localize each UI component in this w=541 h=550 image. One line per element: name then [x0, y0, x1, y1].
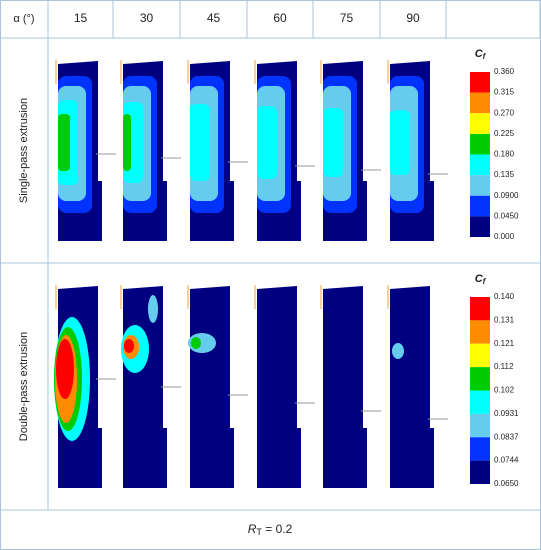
legend-swatch [470, 460, 490, 484]
legend-swatch [470, 113, 490, 134]
contour [257, 106, 277, 179]
legend-label: 0.000 [494, 232, 515, 241]
specimen [323, 286, 367, 488]
legend-label: 0.102 [494, 386, 515, 395]
legend-swatch [470, 92, 490, 114]
legend-swatch [470, 175, 490, 196]
legend-symbol: C [475, 273, 484, 285]
footer: RT = 0.2 [248, 522, 293, 537]
footer-subscript: T [256, 527, 262, 537]
legend-label: 0.140 [494, 292, 515, 301]
contour [123, 114, 131, 171]
legend-swatch [470, 413, 490, 438]
legend-swatch [470, 133, 490, 155]
legend-label: 0.270 [494, 108, 515, 117]
legend-label: 0.135 [494, 170, 515, 179]
legend-label: 0.0837 [494, 432, 519, 441]
legend-swatch [470, 367, 490, 391]
legend-symbol: C [475, 48, 484, 60]
legend-swatch [470, 320, 490, 344]
legend-swatch [470, 154, 490, 176]
legend-title: Cf [475, 48, 487, 61]
legend-label: 0.0744 [494, 456, 519, 465]
specimen [190, 286, 234, 488]
contour [323, 108, 343, 177]
legend-label: 0.180 [494, 150, 515, 159]
footer-text: = 0.2 [262, 522, 293, 536]
column-label: 90 [406, 11, 420, 25]
legend-label: 0.112 [494, 362, 514, 371]
column-label: 30 [140, 11, 154, 25]
legend-label: 0.0931 [494, 409, 519, 418]
legend-label: 0.225 [494, 129, 515, 138]
legend-swatch [470, 437, 490, 461]
row-label: Double-pass extrusion [18, 332, 30, 441]
specimen [257, 286, 301, 488]
contour [124, 339, 134, 353]
legend-label: 0.121 [494, 339, 515, 348]
contour [392, 343, 404, 359]
contour [190, 104, 210, 181]
specimen [390, 286, 434, 488]
legend-swatch [470, 216, 490, 237]
legend-swatch [470, 390, 490, 414]
legend-label: 0.131 [494, 315, 515, 324]
legend-subscript: f [483, 52, 487, 61]
contour [390, 110, 410, 175]
specimen [123, 286, 167, 488]
column-label: 75 [340, 11, 354, 25]
legend-subscript: f [483, 277, 487, 286]
legend-title: Cf [475, 273, 487, 286]
legend-label: 0.315 [494, 88, 515, 97]
column-label: 60 [273, 11, 287, 25]
column-label: 45 [207, 11, 221, 25]
contour [191, 337, 201, 349]
column-label: 15 [74, 11, 88, 25]
contour [148, 295, 158, 323]
angle-label: α (°) [13, 13, 34, 25]
legend-label: 0.0900 [494, 191, 519, 200]
contour [56, 339, 74, 399]
legend-label: 0.360 [494, 67, 515, 76]
legend-swatch [470, 343, 490, 368]
legend-swatch [470, 72, 490, 93]
footer-symbol: R [248, 522, 257, 536]
legend-label: 0.0450 [494, 211, 519, 220]
row-label: Single-pass extrusion [18, 98, 30, 203]
legend-swatch [470, 195, 490, 217]
legend-label: 0.0650 [494, 479, 519, 488]
contour [58, 114, 70, 171]
legend-swatch [470, 297, 490, 321]
